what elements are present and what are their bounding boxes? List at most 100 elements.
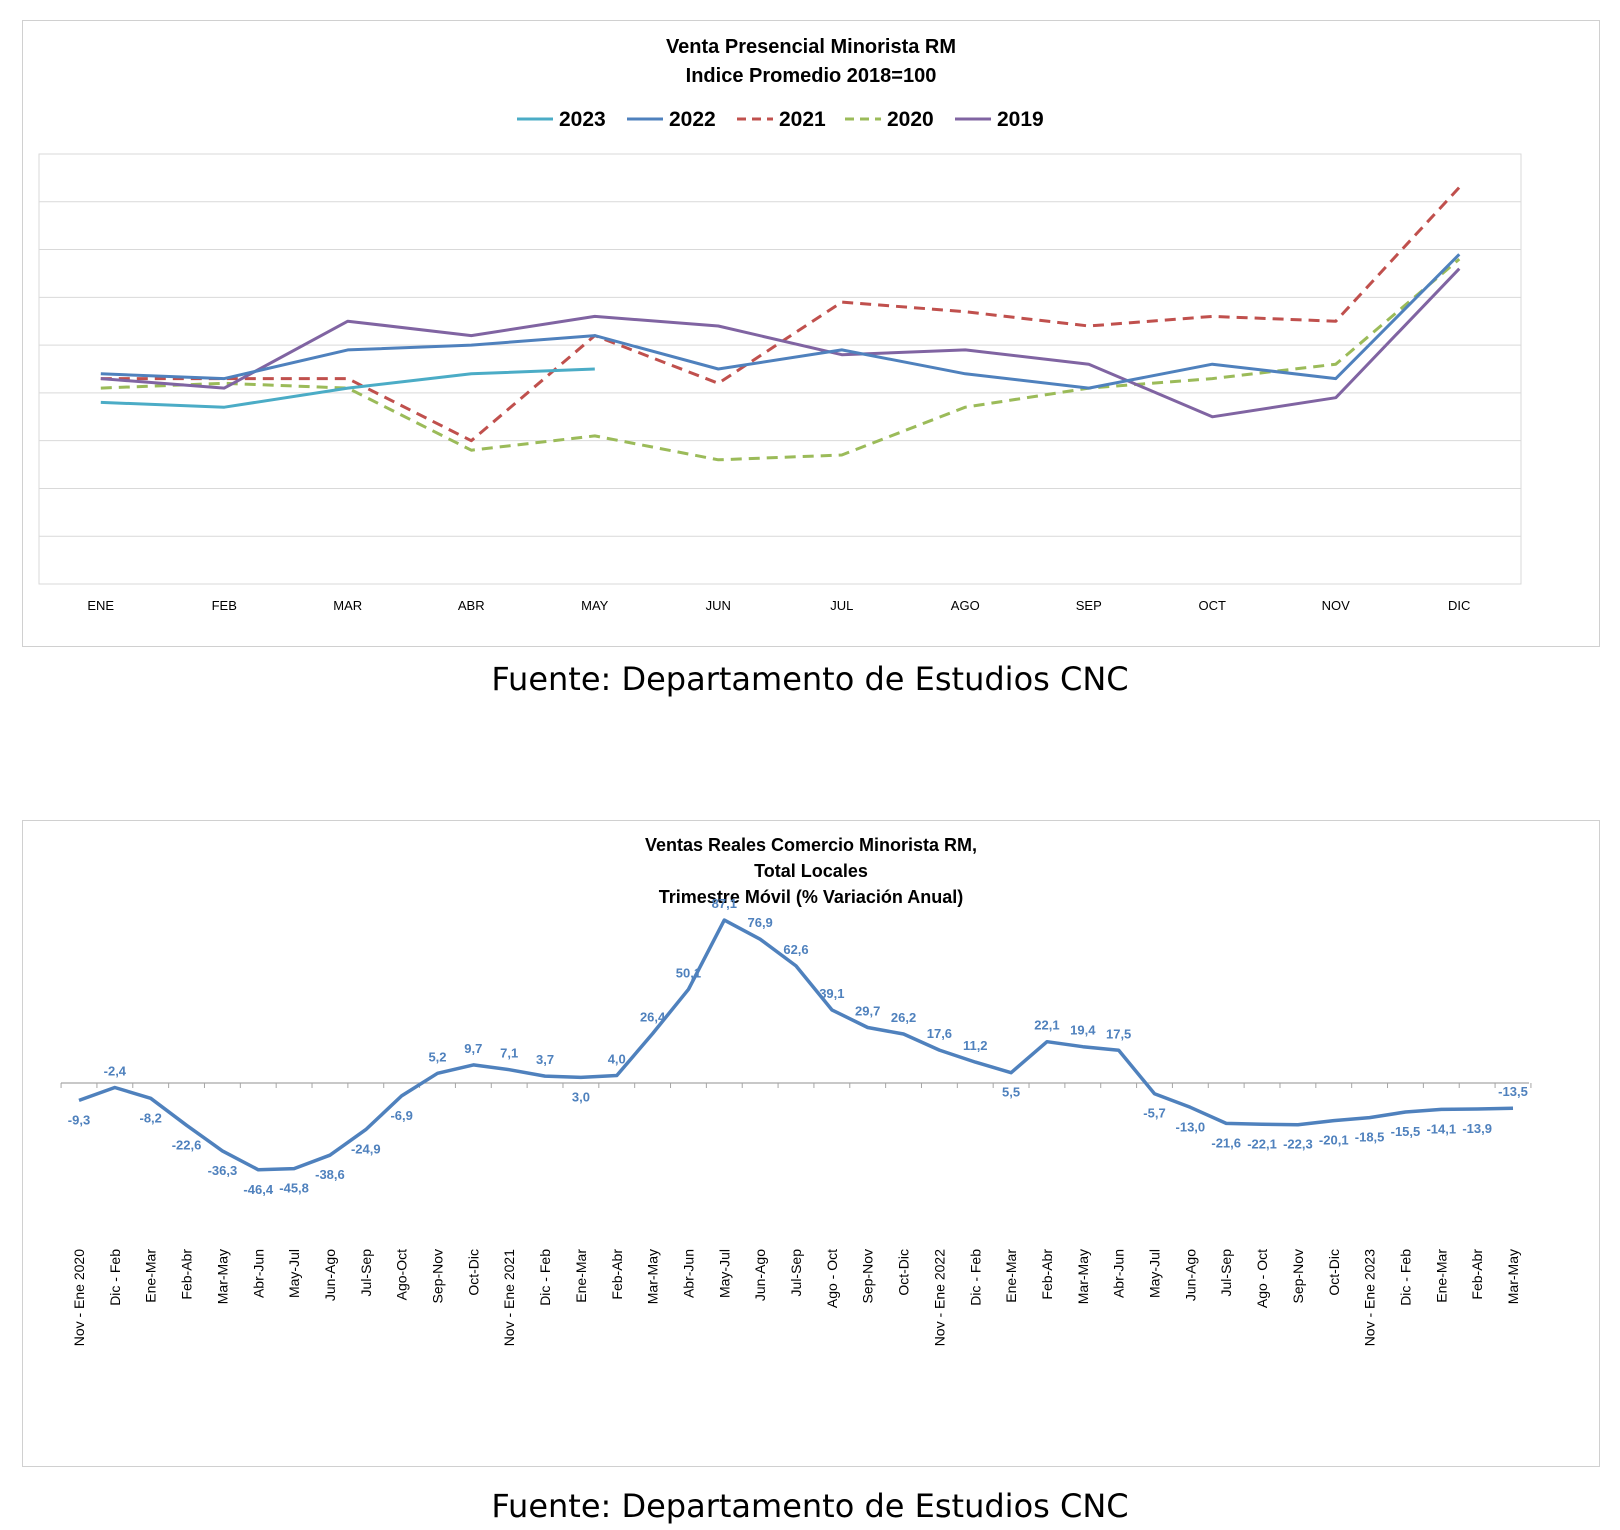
x-tick-label: Ene-Mar bbox=[143, 1249, 159, 1303]
x-tick-label: AGO bbox=[951, 598, 980, 613]
data-label: 17,5 bbox=[1106, 1026, 1131, 1041]
data-label: -38,6 bbox=[315, 1167, 345, 1182]
x-tick-label: Jun-Ago bbox=[752, 1249, 768, 1301]
x-tick-label: Nov - Ene 2022 bbox=[931, 1249, 947, 1346]
data-label: -13,9 bbox=[1462, 1121, 1492, 1136]
data-label: 7,1 bbox=[500, 1046, 518, 1061]
x-tick-label: Feb-Abr bbox=[1039, 1249, 1055, 1300]
legend-item-2023: 2023 bbox=[517, 108, 606, 131]
data-label: 4,0 bbox=[608, 1052, 626, 1067]
x-tick-label: Jul-Sep bbox=[788, 1249, 804, 1297]
x-tick-label: Nov - Ene 2021 bbox=[501, 1249, 517, 1346]
data-label: 5,5 bbox=[1002, 1085, 1020, 1100]
data-label: 22,1 bbox=[1034, 1018, 1059, 1033]
data-label: 19,4 bbox=[1070, 1023, 1096, 1038]
data-label: -24,9 bbox=[351, 1142, 381, 1157]
data-label: 87,1 bbox=[712, 896, 737, 911]
x-tick-label: Abr-Jun bbox=[1111, 1249, 1127, 1298]
chart-title: Ventas Reales Comercio Minorista RM, bbox=[645, 835, 977, 855]
x-tick-label: JUL bbox=[830, 598, 853, 613]
data-label: -2,4 bbox=[104, 1063, 127, 1078]
x-tick-label: Ago - Oct bbox=[1254, 1249, 1270, 1308]
x-tick-label: Dic - Feb bbox=[1397, 1249, 1413, 1306]
x-tick-label: MAR bbox=[333, 598, 362, 613]
data-label: -22,3 bbox=[1283, 1137, 1313, 1152]
series-line-2020 bbox=[100, 257, 1461, 462]
x-tick-label: Feb-Abr bbox=[179, 1249, 195, 1300]
data-label: -14,1 bbox=[1426, 1121, 1456, 1136]
x-tick-label: NOV bbox=[1322, 598, 1351, 613]
x-tick-label: Oct-Dic bbox=[1326, 1249, 1342, 1296]
data-label: 76,9 bbox=[747, 915, 772, 930]
x-tick-label: FEB bbox=[212, 598, 237, 613]
x-tick-label: Nov - Ene 2023 bbox=[1362, 1249, 1378, 1346]
data-label: -8,2 bbox=[139, 1110, 161, 1125]
x-tick-label: Sep-Nov bbox=[430, 1249, 446, 1303]
series-line-2022 bbox=[100, 253, 1461, 390]
x-tick-label: Feb-Abr bbox=[609, 1249, 625, 1300]
data-label: 17,6 bbox=[927, 1026, 952, 1041]
data-label: -13,5 bbox=[1498, 1084, 1528, 1099]
x-tick-label: JUN bbox=[706, 598, 731, 613]
data-label: -21,6 bbox=[1211, 1135, 1241, 1150]
x-tick-label: DIC bbox=[1448, 598, 1470, 613]
data-label: 50,1 bbox=[676, 965, 701, 980]
x-tick-label: Ago - Oct bbox=[824, 1249, 840, 1308]
data-label: -45,8 bbox=[279, 1181, 309, 1196]
x-tick-label: Mar-May bbox=[1075, 1249, 1091, 1304]
x-tick-label: Oct-Dic bbox=[465, 1249, 481, 1296]
x-tick-label: Mar-May bbox=[214, 1249, 230, 1304]
x-tick-label: Feb-Abr bbox=[1469, 1249, 1485, 1300]
x-tick-label: SEP bbox=[1076, 598, 1102, 613]
x-tick-label: May-Jul bbox=[716, 1249, 732, 1298]
x-tick-label: Ago-Oct bbox=[394, 1249, 410, 1300]
x-tick-label: MAY bbox=[581, 598, 609, 613]
legend-label: 2019 bbox=[997, 108, 1044, 131]
x-tick-label: Jul-Sep bbox=[358, 1249, 374, 1297]
data-label: 62,6 bbox=[783, 942, 808, 957]
chart-ventas-reales: Ventas Reales Comercio Minorista RM, Tota… bbox=[60, 835, 1532, 1346]
data-label: 26,2 bbox=[891, 1010, 916, 1025]
data-label: -20,1 bbox=[1319, 1133, 1349, 1148]
chart-panel-ventas-reales: Ventas Reales Comercio Minorista RM, Tota… bbox=[22, 820, 1600, 1467]
chart-subtitle-2: Trimestre Móvil (% Variación Anual) bbox=[659, 887, 963, 907]
x-tick-label: Dic - Feb bbox=[967, 1249, 983, 1306]
chart-subtitle: Indice Promedio 2018=100 bbox=[686, 65, 937, 87]
x-tick-label: Oct-Dic bbox=[896, 1249, 912, 1296]
x-tick-label: Ene-Mar bbox=[573, 1249, 589, 1303]
x-tick-label: Mar-May bbox=[1505, 1249, 1521, 1304]
series-line-2021 bbox=[100, 186, 1461, 443]
x-tick-label: Dic - Feb bbox=[107, 1249, 123, 1306]
legend-label: 2023 bbox=[559, 108, 606, 131]
data-label: 39,1 bbox=[819, 986, 844, 1001]
data-label: -22,6 bbox=[172, 1137, 202, 1152]
x-tick-label: Abr-Jun bbox=[680, 1249, 696, 1298]
data-label: -15,5 bbox=[1391, 1124, 1421, 1139]
x-tick-label: Sep-Nov bbox=[860, 1249, 876, 1303]
data-label: 29,7 bbox=[855, 1003, 880, 1018]
x-tick-label: Jun-Ago bbox=[322, 1249, 338, 1301]
x-tick-label: Ene-Mar bbox=[1433, 1249, 1449, 1303]
legend-label: 2022 bbox=[669, 108, 716, 131]
data-label: -18,5 bbox=[1355, 1130, 1385, 1145]
series-line-2023 bbox=[100, 367, 595, 409]
legend-item-2019: 2019 bbox=[955, 108, 1044, 131]
source-caption: Fuente: Departamento de Estudios CNC bbox=[491, 1487, 1129, 1525]
data-label: -5,7 bbox=[1143, 1106, 1165, 1121]
data-label: -46,4 bbox=[243, 1182, 273, 1197]
legend-item-2022: 2022 bbox=[627, 108, 716, 131]
x-tick-label: Nov - Ene 2020 bbox=[71, 1249, 87, 1346]
chart-venta-presencial: Venta Presencial Minorista RM Indice Prom… bbox=[38, 36, 1522, 613]
x-tick-label: May-Jul bbox=[286, 1249, 302, 1298]
chart-title: Venta Presencial Minorista RM bbox=[666, 36, 956, 58]
chart-subtitle: Total Locales bbox=[754, 861, 868, 881]
x-tick-label: Sep-Nov bbox=[1290, 1249, 1306, 1303]
x-tick-label: Abr-Jun bbox=[250, 1249, 266, 1298]
data-label: -6,9 bbox=[390, 1108, 412, 1123]
x-tick-label: OCT bbox=[1199, 598, 1227, 613]
legend-item-2020: 2020 bbox=[845, 108, 934, 131]
series-line-2019 bbox=[100, 267, 1461, 419]
chart-panel-venta-presencial: Venta Presencial Minorista RM Indice Prom… bbox=[22, 20, 1600, 647]
x-tick-label: Mar-May bbox=[645, 1249, 661, 1304]
x-tick-label: ENE bbox=[87, 598, 114, 613]
